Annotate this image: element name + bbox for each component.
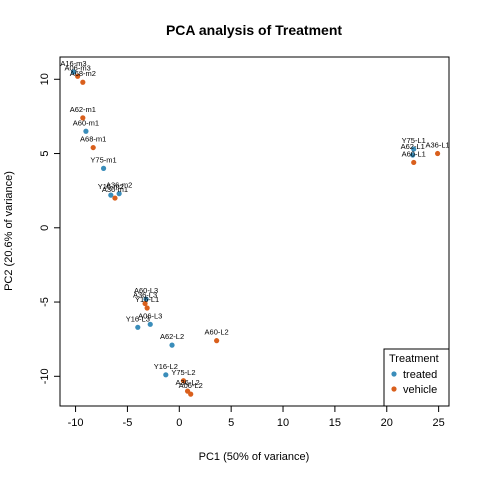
- legend-entry-treated: treated: [403, 369, 437, 381]
- x-tick-label: 10: [277, 417, 289, 429]
- legend-box: [383, 348, 450, 407]
- data-point-treated: [70, 69, 77, 75]
- data-point-treated: [143, 296, 149, 302]
- point-labels: A16-m3A60-m1Y75-m1Y16-m2A36-m2Y75-L1A62-…: [60, 59, 449, 390]
- point-label: A16-m3: [60, 59, 86, 68]
- point-label: A60-L2: [205, 328, 229, 337]
- data-point-treated: [135, 324, 141, 330]
- data-point-vehicle: [188, 391, 194, 397]
- point-label: A60-L1: [402, 149, 426, 158]
- data-points: [70, 69, 441, 397]
- data-point-treated: [147, 321, 153, 327]
- x-tick-label: -10: [68, 417, 84, 429]
- plot-frame: [59, 56, 450, 407]
- point-label: A60-m1: [73, 118, 99, 127]
- x-axis-title: PC1 (50% of variance): [199, 451, 310, 463]
- data-point-vehicle: [434, 150, 441, 157]
- point-label: Y75-L2: [171, 368, 195, 377]
- y-tick-label: -10: [39, 368, 51, 384]
- point-label: Y75-L1: [402, 136, 426, 145]
- x-tick-label: 25: [433, 417, 445, 429]
- point-label: Y75-m1: [90, 155, 116, 164]
- x-tick-label: 0: [176, 417, 182, 429]
- point-label: A68-m2: [70, 69, 96, 78]
- data-point-treated: [116, 191, 122, 197]
- x-tick-label: 20: [381, 417, 393, 429]
- point-label: A06-m3: [65, 63, 91, 72]
- point-label: A06-L3: [138, 311, 162, 320]
- legend-title: Treatment: [389, 353, 439, 365]
- point-label: A36-L1: [425, 141, 449, 150]
- data-point-treated: [169, 342, 175, 348]
- point-label: A62-L2: [160, 332, 184, 341]
- point-label: A62-L1: [401, 142, 425, 151]
- data-point-vehicle: [214, 338, 220, 344]
- y-tick-label: 5: [39, 150, 51, 156]
- point-label: Y16-L1: [135, 295, 159, 304]
- point-label: Y16-m2: [98, 182, 124, 191]
- data-point-treated: [411, 146, 417, 152]
- data-point-vehicle: [411, 159, 417, 166]
- data-point-treated: [410, 152, 416, 158]
- y-axis-title: PC2 (20.6% of variance): [3, 171, 15, 291]
- legend: Treatment treated vehicle: [383, 348, 450, 407]
- point-label: A06-L2: [179, 381, 203, 390]
- data-point-vehicle: [142, 300, 148, 307]
- data-point-vehicle: [112, 195, 118, 201]
- data-point-vehicle: [80, 115, 86, 121]
- point-label: A36-m2: [106, 181, 132, 190]
- x-tick-label: 5: [228, 417, 234, 429]
- point-label: A36-L2: [175, 378, 199, 387]
- point-label: A36-L3: [133, 291, 157, 300]
- chart-title: PCA analysis of Treatment: [166, 22, 342, 38]
- data-point-treated: [108, 192, 114, 198]
- data-point-vehicle: [75, 73, 81, 79]
- y-tick-label: -5: [39, 297, 51, 307]
- x-tick-label: -5: [123, 417, 133, 429]
- legend-items: treated vehicle: [391, 369, 437, 396]
- y-tick-label: 0: [39, 225, 51, 231]
- legend-marker-treated: [391, 371, 397, 377]
- legend-marker-vehicle: [391, 386, 397, 392]
- x-axis: -10 -5 0 5 10 15 20 25: [68, 406, 445, 429]
- data-point-treated: [83, 128, 89, 134]
- point-label: A68-m1: [80, 135, 106, 144]
- y-tick-label: 10: [39, 73, 51, 85]
- point-label: A62-m1: [70, 105, 96, 114]
- data-point-vehicle: [180, 378, 187, 384]
- data-point-treated: [163, 372, 169, 378]
- data-point-vehicle: [80, 79, 86, 85]
- x-tick-label: 15: [329, 417, 341, 429]
- point-label: Y16-L3: [126, 314, 150, 323]
- point-label: A60-L3: [134, 286, 158, 295]
- point-label: Y16-L2: [154, 362, 178, 371]
- y-axis: -10 -5 0 5 10: [39, 73, 60, 384]
- legend-entry-vehicle: vehicle: [403, 384, 437, 396]
- data-point-treated: [100, 165, 107, 171]
- data-point-vehicle: [90, 144, 96, 151]
- data-point-vehicle: [144, 305, 150, 311]
- point-label: A36-m1: [102, 185, 128, 194]
